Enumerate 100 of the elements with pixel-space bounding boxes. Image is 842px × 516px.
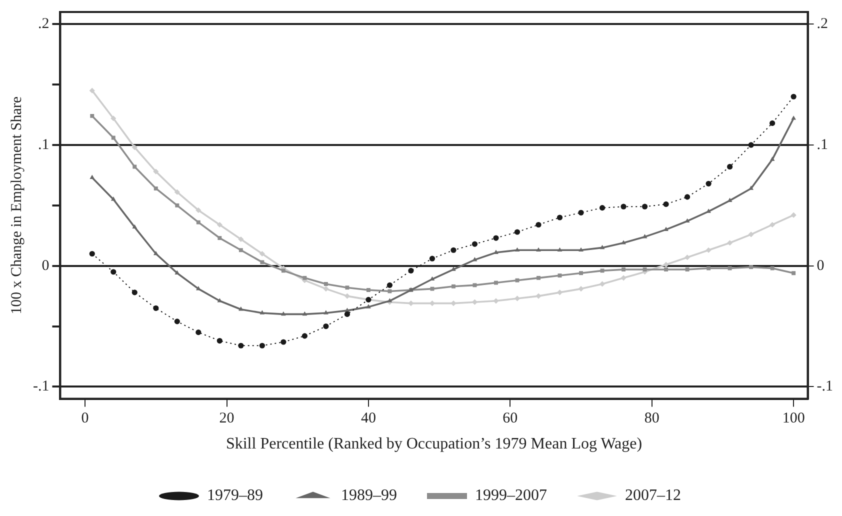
- point: [154, 186, 158, 190]
- y2-tick-label: -.1: [816, 378, 834, 395]
- point: [281, 268, 286, 273]
- legend-label: 1979–89: [207, 487, 263, 504]
- point: [132, 290, 138, 296]
- point: [536, 222, 542, 228]
- point: [642, 234, 648, 238]
- point: [218, 236, 222, 240]
- point: [790, 212, 796, 218]
- point: [622, 267, 626, 272]
- point: [429, 256, 436, 262]
- point: [450, 247, 456, 253]
- point: [685, 267, 690, 272]
- y-tick-label: -.1: [32, 378, 50, 395]
- point: [599, 281, 606, 287]
- point: [216, 222, 222, 228]
- point: [110, 116, 116, 122]
- point: [280, 339, 286, 345]
- point: [153, 250, 158, 256]
- point: [174, 318, 180, 324]
- point: [451, 266, 456, 271]
- point: [684, 194, 690, 200]
- point: [514, 247, 520, 252]
- point: [642, 267, 647, 272]
- point: [386, 282, 393, 288]
- x-tick-label: 0: [81, 410, 89, 427]
- point: [452, 284, 456, 288]
- point: [770, 222, 776, 228]
- point: [791, 116, 796, 120]
- point: [110, 196, 116, 201]
- point: [620, 275, 626, 281]
- point: [260, 310, 265, 314]
- point: [578, 286, 584, 292]
- point: [324, 310, 328, 314]
- point: [302, 333, 308, 339]
- point: [748, 142, 754, 148]
- point: [238, 236, 244, 242]
- point: [196, 330, 202, 336]
- point: [366, 288, 370, 292]
- point: [408, 268, 414, 274]
- point: [748, 186, 754, 190]
- point: [663, 201, 669, 207]
- point: [706, 180, 712, 186]
- y-tick-label: 0: [42, 258, 50, 274]
- point: [216, 338, 222, 344]
- point: [387, 298, 392, 302]
- x-tick-label: 20: [219, 410, 234, 427]
- point: [238, 342, 244, 348]
- point: [90, 114, 94, 118]
- point: [727, 240, 733, 246]
- legend-label: 2007–12: [625, 487, 681, 504]
- point: [90, 174, 95, 179]
- y-tick-label: .2: [38, 16, 50, 32]
- point: [536, 276, 540, 280]
- point: [196, 207, 202, 214]
- x-tick-label: 60: [502, 410, 518, 427]
- point: [260, 260, 264, 264]
- point: [749, 265, 754, 270]
- legend-label: 1999–2007: [475, 487, 547, 504]
- point: [366, 304, 371, 308]
- point: [770, 156, 775, 161]
- point: [89, 88, 95, 94]
- point: [238, 306, 244, 311]
- x-tick-label: 40: [360, 410, 376, 427]
- legend-label: 1989–99: [341, 487, 397, 504]
- point: [302, 276, 307, 280]
- point: [536, 247, 541, 252]
- point: [302, 311, 308, 316]
- point: [472, 241, 478, 247]
- point: [600, 244, 605, 250]
- point: [599, 205, 606, 211]
- point: [578, 210, 584, 216]
- point: [174, 189, 180, 195]
- point: [620, 204, 626, 210]
- point: [238, 248, 243, 252]
- point: [323, 286, 329, 292]
- point: [153, 305, 159, 311]
- point: [770, 120, 776, 126]
- point: [706, 247, 712, 253]
- point: [579, 271, 583, 276]
- y-tick-label: .1: [38, 136, 50, 153]
- point: [323, 323, 329, 330]
- point: [153, 168, 159, 174]
- point: [196, 286, 201, 290]
- y2-tick-label: .2: [816, 16, 828, 32]
- point: [578, 247, 584, 252]
- point: [663, 262, 669, 268]
- point: [89, 250, 95, 257]
- point: [281, 311, 286, 316]
- x-axis-title: Skill Percentile (Ranked by Occupation’s 1979 Mean Log Wage): [226, 436, 642, 453]
- point: [196, 220, 200, 224]
- point: [600, 268, 604, 273]
- point: [684, 254, 690, 260]
- point: [175, 203, 180, 208]
- point: [132, 144, 138, 150]
- y-axis-title: 100 x Change in Employment Share: [8, 96, 25, 314]
- point: [536, 293, 542, 299]
- point: [557, 247, 562, 252]
- point: [556, 214, 563, 220]
- point: [748, 232, 754, 238]
